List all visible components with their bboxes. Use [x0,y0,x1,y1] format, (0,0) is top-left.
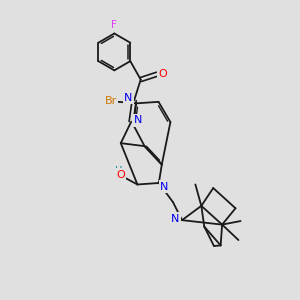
Text: N: N [124,93,132,103]
Text: Br: Br [105,96,117,106]
Text: O: O [158,69,167,79]
Text: H: H [115,166,122,176]
Text: N: N [171,214,180,224]
Text: N: N [160,182,168,192]
Text: F: F [111,20,117,30]
Text: N: N [134,115,142,125]
Text: O: O [116,170,125,180]
